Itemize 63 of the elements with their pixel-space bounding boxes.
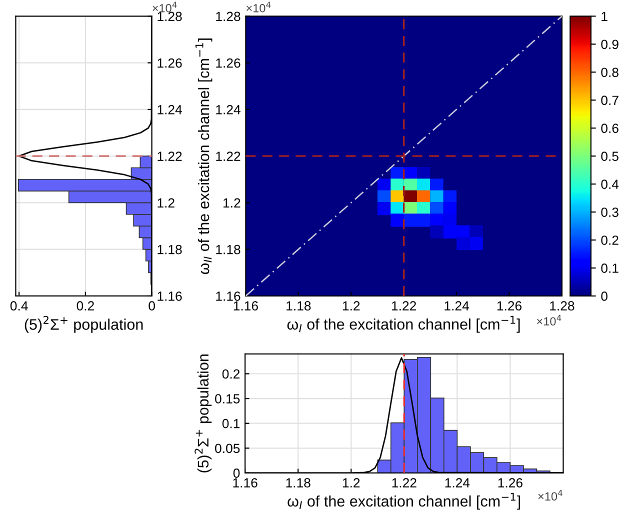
color-bar-label: 0.8	[601, 68, 618, 78]
y-tick-label: 1.16	[158, 292, 182, 301]
text: ×10$^{4}$	[538, 490, 562, 501]
y-tick-label: 0	[233, 468, 240, 478]
y-tick-label: 1.2	[158, 198, 174, 208]
x-tick-label: 1.16	[233, 478, 258, 488]
point	[417, 214, 430, 227]
x-axis-title: ω$_{I}$ of the excitation channel [cm$^{−1}$]	[287, 316, 520, 333]
color-bar-label: 0.4	[601, 180, 619, 189]
y-tick-label: 1.22	[158, 152, 182, 161]
x-tick-label: 1.24	[444, 301, 469, 310]
x-tick-label: 1.2	[342, 478, 360, 488]
point	[377, 202, 391, 216]
color-bar-label: 0	[601, 292, 608, 301]
x-tick-label: 0.4	[10, 301, 28, 311]
text: ×10$^{4}$	[537, 314, 562, 326]
color-bar-label: 0.1	[601, 264, 618, 273]
y-tick-label: 1.18	[216, 244, 240, 254]
x-tick-label: 0	[148, 301, 155, 311]
x-tick-label: 1.26	[497, 301, 522, 311]
y-tick-label: 1.2	[224, 198, 240, 208]
text: ×10$^{4}$	[246, 2, 271, 12]
y-tick-label: 0.15	[215, 394, 240, 404]
color-bar-label: 0.6	[601, 124, 618, 134]
point	[456, 236, 470, 250]
point	[443, 225, 457, 238]
color-bar-label: 1	[602, 12, 608, 21]
y-tick-label: 1.16	[216, 292, 240, 301]
y-tick-label: 1.28	[158, 12, 182, 22]
x-axis-title: (5)$^{2}$Σ$^{+}$ population	[24, 316, 143, 333]
y-tick-label: 0.2	[222, 369, 240, 379]
x-tick-label: 1.28	[550, 301, 574, 311]
x-tick-label: 0.2	[76, 301, 94, 311]
color-bar-label: 0.2	[601, 236, 618, 245]
y-tick-label: 1.22	[216, 152, 240, 161]
y-axis-title: (5)$^{2}$Σ$^{+}$ population	[194, 354, 212, 472]
point	[390, 214, 404, 227]
y-tick-label: 0.05	[215, 444, 240, 454]
x-tick-label: 1.18	[286, 301, 311, 311]
y-tick-label: 1.26	[216, 58, 240, 68]
x-tick-label: 1.22	[392, 478, 416, 488]
x-tick-label: 1.16	[234, 301, 258, 311]
color-bar-label: 0.5	[601, 152, 618, 161]
x-tick-label: 1.22	[392, 301, 416, 310]
y-tick-label: 1.24	[216, 105, 240, 114]
text: ×10$^{4}$	[152, 2, 177, 12]
y-tick-label: 1.28	[216, 12, 240, 22]
y-tick-label: 0.1	[222, 418, 240, 428]
x-tick-label: 1.26	[498, 478, 522, 488]
y-tick-label: 1.26	[158, 58, 182, 68]
y-tick-label: 1.24	[158, 105, 182, 114]
y-axis-title: ω$_{II}$ of the excitation channel [cm$^{−1}$]	[195, 38, 212, 274]
x-tick-label: 1.24	[445, 478, 470, 488]
point	[404, 214, 418, 227]
x-tick-label: 1.2	[342, 301, 360, 310]
x-tick-label: 1.18	[286, 478, 310, 488]
color-bar-label: 0.3	[601, 208, 618, 217]
color-bar-label: 0.7	[601, 96, 618, 106]
point	[430, 225, 444, 238]
point	[470, 236, 483, 250]
color-bar-label: 0.9	[601, 40, 618, 50]
x-axis-title: ω$_{I}$ of the excitation channel [cm$^{−1}$]	[288, 492, 520, 510]
y-tick-label: 1.18	[158, 244, 182, 254]
